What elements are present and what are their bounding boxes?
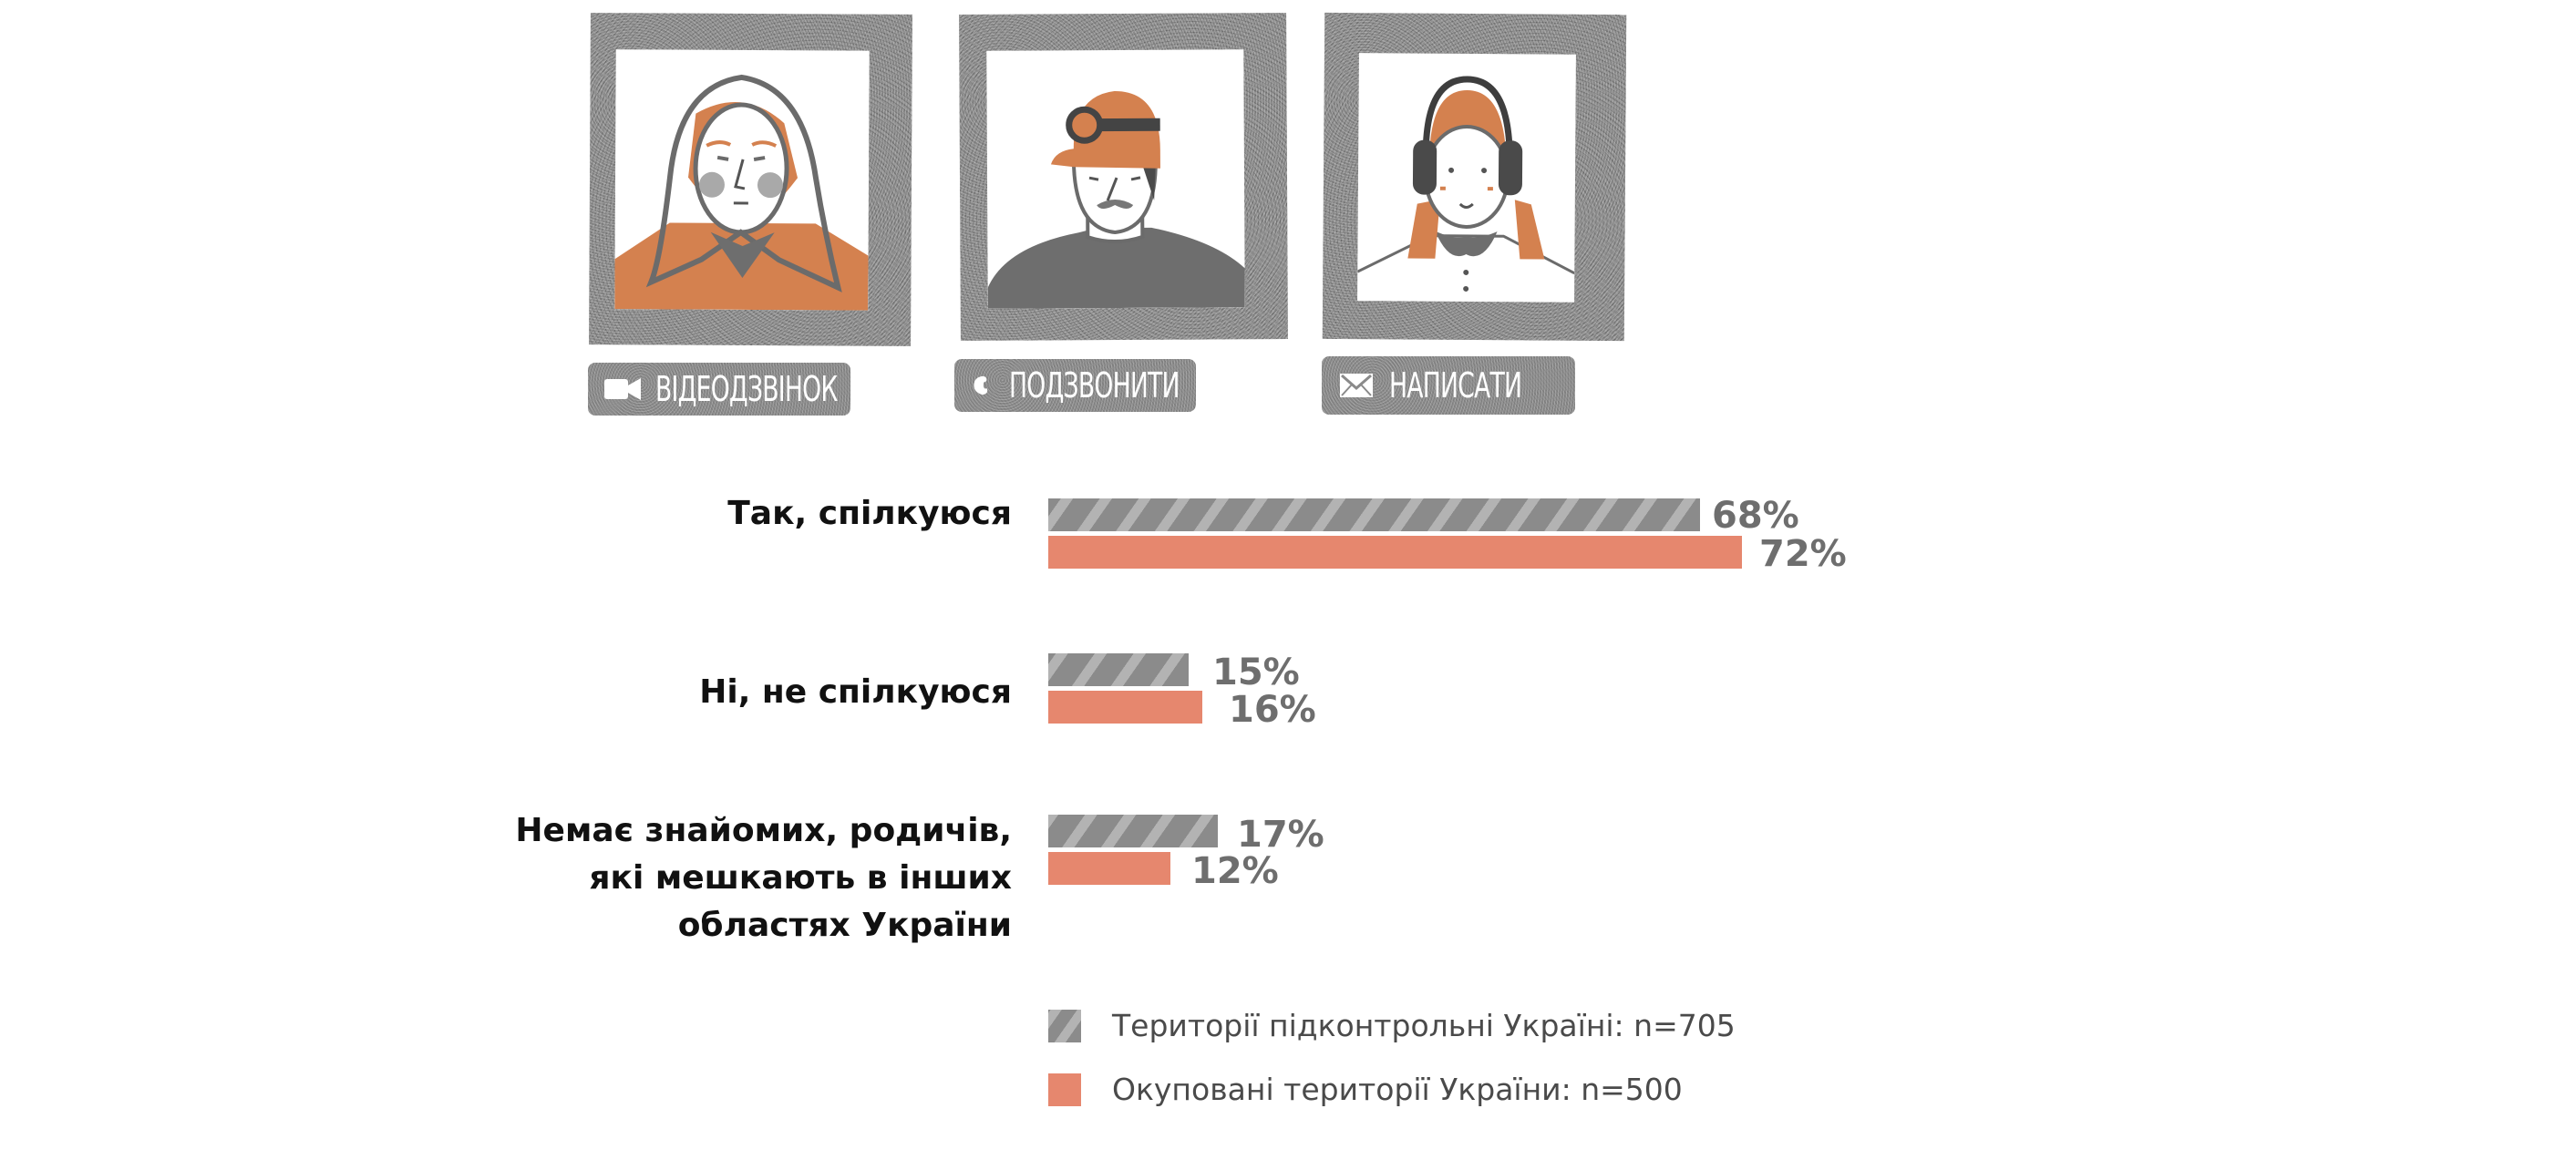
legend-swatch-controlled [1048, 1010, 1081, 1042]
video-call-button[interactable]: ВІДЕОДЗВІНОК [588, 363, 850, 416]
portrait-miner [986, 49, 1245, 309]
value-occupied-no-relatives: 12% [1191, 850, 1279, 892]
legend-label-occupied: Окуповані території України: n=500 [1112, 1072, 1683, 1107]
category-label-line: які мешкають в інших [589, 859, 1012, 897]
bar-occupied-no-relatives [1048, 852, 1170, 885]
category-label-no: Ні, не спілкуюся [699, 669, 1012, 716]
miner-illustration [987, 91, 1245, 309]
woman-headscarf-illustration [614, 74, 869, 311]
category-label-text: Ні, не спілкуюся [699, 673, 1012, 711]
video-call-label: ВІДЕОДЗВІНОК [655, 369, 838, 409]
legend-swatch-occupied [1048, 1073, 1081, 1106]
portrait-frame-woman [589, 13, 912, 346]
girl-headphones-illustration [1357, 76, 1575, 292]
value-controlled-no-relatives: 17% [1237, 814, 1324, 856]
call-button[interactable]: ПОДЗВОНИТИ [954, 359, 1196, 412]
category-label-line: областях України [677, 907, 1012, 944]
category-label-yes: Так, спілкуюся [727, 490, 1012, 538]
bar-controlled-yes [1048, 498, 1700, 531]
phone-icon [974, 375, 988, 395]
portrait-girl-with-headphones [1357, 53, 1576, 303]
bar-controlled-no [1048, 653, 1189, 686]
category-label-text: Так, спілкуюся [727, 495, 1012, 532]
value-occupied-no: 16% [1229, 689, 1316, 731]
bar-controlled-no-relatives [1048, 815, 1218, 847]
value-controlled-no: 15% [1212, 652, 1300, 693]
bar-occupied-yes [1048, 536, 1742, 569]
portrait-frame-miner [959, 13, 1288, 341]
value-occupied-yes: 72% [1759, 533, 1847, 575]
call-label: ПОДЗВОНИТИ [1009, 365, 1180, 405]
video-camera-icon [604, 378, 641, 400]
legend-label-controlled: Території підконтрольні Україні: n=705 [1112, 1008, 1736, 1043]
value-controlled-yes: 68% [1712, 495, 1799, 537]
category-label-line: Немає знайомих, родичів, [515, 812, 1012, 849]
bar-occupied-no [1048, 691, 1202, 724]
portrait-frame-girl [1322, 12, 1627, 342]
category-label-no-relatives: Немає знайомих, родичів, які мешкають в … [515, 807, 1012, 950]
portrait-woman-in-headscarf [614, 49, 870, 311]
envelope-icon [1340, 374, 1373, 397]
write-button[interactable]: НАПИСАТИ [1322, 356, 1575, 415]
write-label: НАПИСАТИ [1389, 365, 1522, 405]
